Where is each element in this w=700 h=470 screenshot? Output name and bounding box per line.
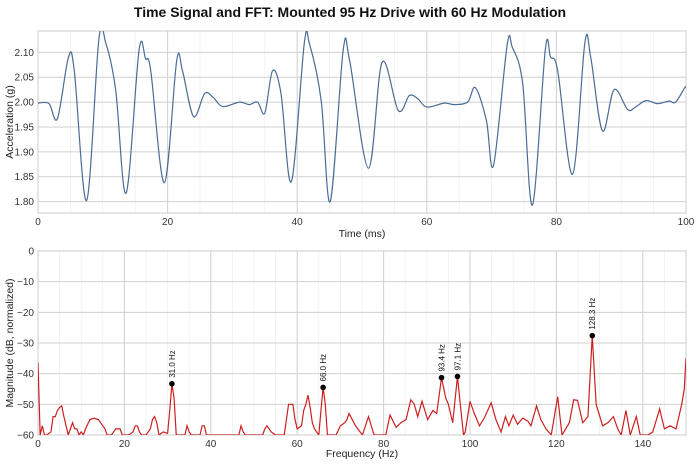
y-axis-label: Acceleration (g)	[4, 85, 16, 159]
y-tick-label: −20	[17, 308, 34, 319]
x-tick-label: 100	[462, 439, 479, 450]
x-tick-label: 120	[548, 439, 565, 450]
peak-label: 97.1 Hz	[453, 343, 462, 371]
fft-plot: 0 20 40 60 80 100 120 140 0 −10 −20 −30 −40 −50 −60 Fre…	[4, 247, 687, 460]
x-tick-label: 0	[35, 439, 41, 450]
y-tick-label: −60	[17, 431, 34, 442]
peak-label: 66.0 Hz	[319, 354, 328, 382]
x-axis-label: Frequency (Hz)	[326, 448, 398, 460]
y-tick-label: 1.90	[15, 147, 35, 158]
y-tick-label: 2.00	[15, 98, 35, 109]
time-signal-plot: 0 20 40 60 80 100 1.80 1.85 1.90 1.95 2.00 2.05 2.10…	[4, 30, 695, 240]
y-tick-label: 0	[28, 247, 34, 258]
peak-marker	[438, 374, 445, 381]
x-tick-label: 0	[35, 217, 41, 228]
x-tick-label: 40	[205, 439, 217, 450]
x-tick-label: 80	[378, 439, 390, 450]
y-tick-label: 2.05	[15, 73, 35, 84]
peak-marker	[454, 373, 461, 380]
y-tick-label: −50	[17, 400, 34, 411]
y-tick-label: 1.80	[15, 197, 35, 208]
y-tick-label: 1.95	[15, 122, 35, 133]
x-tick-label: 140	[634, 439, 651, 450]
y-tick-label: −40	[17, 369, 34, 380]
fft-spectrum-line	[38, 335, 686, 435]
x-tick-label: 100	[678, 217, 695, 228]
y-tick-label: 2.10	[15, 48, 35, 59]
time-signal-line	[38, 31, 686, 206]
figure-title: Time Signal and FFT: Mounted 95 Hz Drive…	[134, 4, 566, 20]
peak-label: 31.0 Hz	[168, 350, 177, 378]
peak-marker	[589, 332, 596, 339]
peak-marker	[169, 380, 175, 387]
peak-label: 93.4 Hz	[437, 344, 446, 372]
x-axis-label: Time (ms)	[339, 228, 386, 240]
x-tick-label: 20	[162, 217, 174, 228]
y-axis-label: Magnitude (dB, normalized)	[4, 279, 16, 408]
peak-marker	[320, 384, 326, 391]
x-tick-label: 80	[551, 217, 563, 228]
x-tick-label: 20	[119, 439, 131, 450]
y-tick-label: −10	[17, 277, 34, 288]
y-tick-label: 1.85	[15, 172, 35, 183]
x-tick-label: 60	[421, 217, 433, 228]
plot-frame	[37, 30, 687, 214]
y-tick-label: −30	[17, 339, 34, 350]
x-tick-label: 60	[292, 439, 304, 450]
peak-label: 128.3 Hz	[588, 298, 597, 330]
x-tick-label: 40	[292, 217, 304, 228]
